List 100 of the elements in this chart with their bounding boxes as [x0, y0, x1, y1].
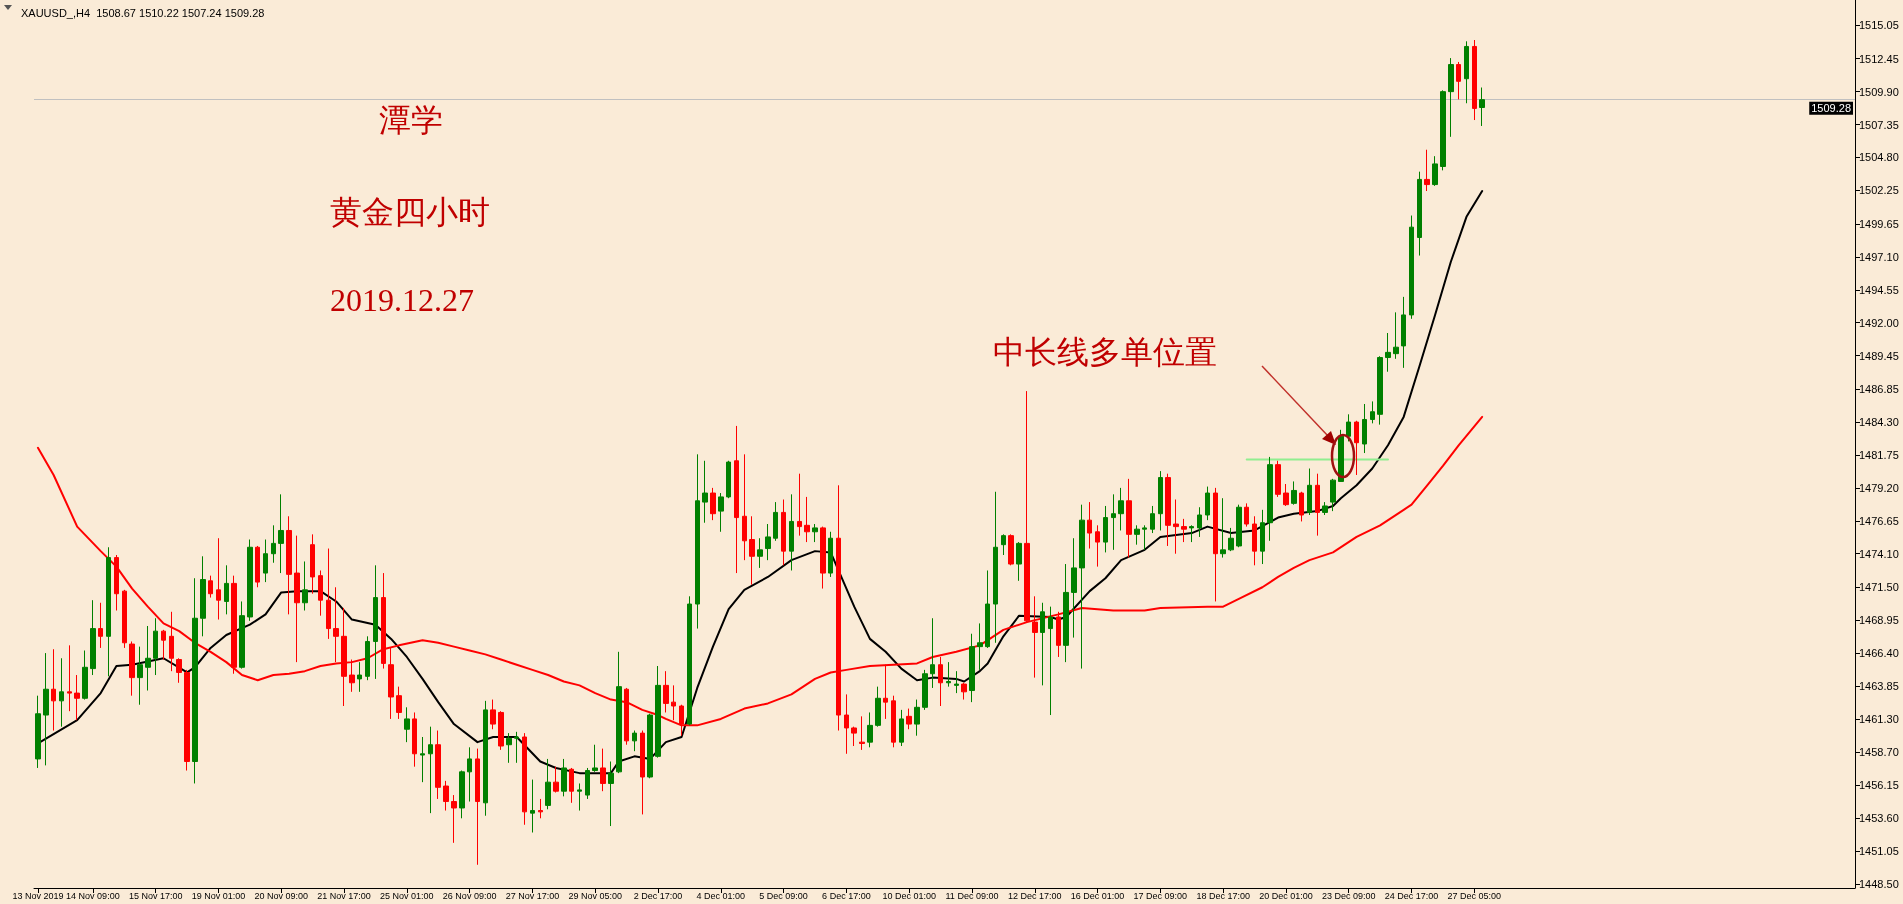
candlestick	[475, 748, 480, 866]
x-tick-label: 19 Nov 01:00	[191, 890, 246, 901]
candlestick	[1220, 497, 1226, 559]
candlestick	[640, 730, 645, 815]
candlestick	[820, 526, 826, 590]
candlestick	[828, 531, 833, 578]
candlestick	[561, 758, 567, 797]
candlestick	[1173, 499, 1179, 555]
candlestick	[1338, 429, 1344, 482]
candlestick	[1417, 171, 1422, 257]
candlestick	[969, 633, 975, 703]
candlestick	[812, 523, 818, 543]
candlestick	[263, 539, 268, 583]
candlestick	[451, 794, 457, 844]
candlestick	[875, 686, 881, 728]
candlestick	[1016, 541, 1022, 582]
x-tick-label: 26 Nov 09:00	[442, 890, 497, 901]
candlestick	[51, 648, 56, 732]
candlestick	[98, 602, 103, 649]
candlestick	[914, 699, 920, 737]
candlestick	[883, 664, 888, 720]
candlestick	[1079, 504, 1085, 670]
candlestick	[224, 564, 229, 615]
y-tick-label: 1504.80	[1859, 151, 1899, 164]
candlestick	[655, 665, 661, 759]
candlestick	[59, 657, 64, 728]
ref-line-label: 1509.28	[1811, 102, 1851, 115]
candlestick	[1142, 524, 1147, 551]
candlestick	[1134, 524, 1140, 546]
x-tick-label: 11 Dec 09:00	[945, 890, 999, 901]
candlestick	[1095, 524, 1100, 568]
candlestick	[459, 770, 465, 819]
candlestick	[1048, 606, 1053, 716]
candlestick	[74, 674, 80, 721]
y-tick-label: 1512.45	[1859, 52, 1899, 65]
y-tick-label: 1502.25	[1859, 184, 1899, 197]
candlestick	[922, 669, 928, 711]
x-tick-label: 15 Nov 17:00	[128, 890, 183, 901]
candlestick	[35, 695, 41, 769]
candlestick	[1001, 533, 1006, 556]
candlestick	[859, 715, 865, 751]
y-tick-label: 1497.10	[1859, 250, 1899, 263]
candlestick	[608, 761, 614, 827]
candlestick	[961, 682, 967, 701]
x-tick-label: 27 Nov 17:00	[505, 890, 560, 901]
candlestick	[742, 453, 747, 561]
x-tick-label: 6 Dec 17:00	[822, 890, 871, 901]
candlestick	[90, 599, 96, 676]
candlestick	[1103, 505, 1108, 553]
y-tick-label: 1461.30	[1859, 712, 1899, 725]
candlestick	[333, 586, 339, 663]
x-tick-label: 17 Dec 09:00	[1133, 890, 1188, 901]
candlestick	[428, 726, 433, 814]
y-tick-label: 1507.35	[1859, 118, 1899, 131]
annotation: 2019.12.27	[330, 282, 474, 318]
y-tick-label: 1486.85	[1859, 383, 1899, 396]
candlestick	[396, 686, 402, 720]
candlestick	[278, 493, 284, 574]
candlestick	[106, 546, 111, 677]
candlestick	[326, 548, 331, 640]
candlestick	[538, 798, 543, 819]
x-tick-label: 29 Nov 05:00	[568, 890, 622, 901]
candlestick	[114, 554, 119, 611]
candlestick	[1267, 456, 1273, 542]
candlestick	[153, 617, 158, 676]
candlestick	[1401, 296, 1406, 369]
candlestick	[804, 496, 810, 543]
candlestick	[687, 595, 692, 726]
y-tick-label: 1466.40	[1859, 647, 1899, 660]
candlestick	[1040, 602, 1045, 686]
candlestick	[467, 746, 472, 803]
candlestick	[200, 555, 206, 637]
candlestick	[1111, 493, 1116, 551]
candlestick	[82, 650, 88, 701]
candlestick	[231, 575, 237, 675]
candlestick	[310, 533, 315, 595]
candlestick	[357, 661, 362, 693]
candlestick	[1087, 501, 1092, 550]
candlestick	[435, 730, 441, 800]
candlestick	[718, 492, 724, 533]
x-tick-label: 20 Dec 01:00	[1259, 890, 1313, 901]
annotation: 中长线多单位置	[993, 334, 1217, 370]
candlestick	[954, 670, 959, 694]
candlestick	[1448, 57, 1454, 138]
x-tick-label: 24 Dec 17:00	[1384, 890, 1439, 901]
candlestick	[647, 713, 653, 779]
candlestick	[184, 669, 190, 772]
candlestick	[349, 659, 355, 693]
candlestick	[1032, 595, 1038, 679]
y-tick-label: 1463.85	[1859, 680, 1899, 693]
candlestick	[891, 695, 896, 748]
candlestick	[1432, 155, 1438, 187]
candlestick	[1158, 470, 1163, 531]
y-tick-label: 1451.05	[1859, 845, 1899, 858]
candlestick	[1385, 332, 1391, 373]
candlestick	[302, 560, 308, 611]
candlestick	[985, 569, 990, 649]
candlestick	[490, 699, 496, 730]
candlestick	[1260, 509, 1265, 565]
candlestick	[122, 589, 127, 649]
